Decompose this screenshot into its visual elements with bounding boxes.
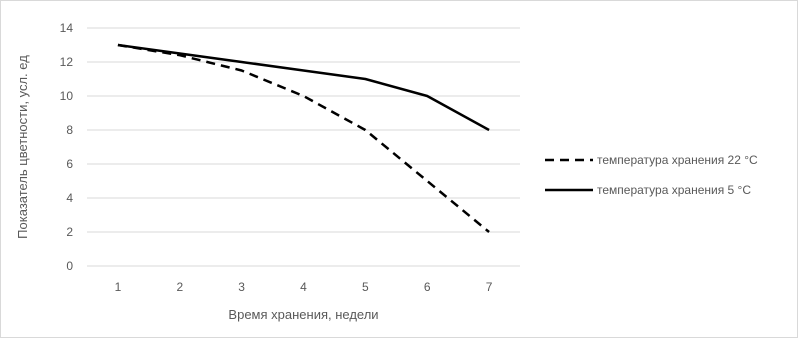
y-tick-label: 12: [60, 55, 74, 69]
y-tick-label: 2: [66, 225, 73, 239]
x-tick-label: 3: [238, 280, 245, 294]
series-line-2: [117, 43, 490, 132]
x-tick-label: 2: [176, 280, 183, 294]
y-tick-label: 6: [66, 157, 73, 171]
x-tick-label: 5: [362, 280, 369, 294]
x-axis-title: Время хранения, недели: [228, 307, 378, 322]
x-tick-label: 7: [486, 280, 493, 294]
y-tick-label: 14: [60, 21, 74, 35]
y-tick-label: 4: [66, 191, 73, 205]
series-lines: [117, 43, 490, 233]
legend: температура хранения 22 °C температура хр…: [545, 153, 758, 197]
legend-label-2: температура хранения 5 °C: [597, 183, 751, 197]
x-tick-label: 1: [115, 280, 122, 294]
series-line-1: [117, 43, 490, 233]
legend-label-1: температура хранения 22 °C: [597, 153, 758, 167]
y-tick-label: 8: [66, 123, 73, 137]
gridlines: [87, 27, 520, 267]
y-tick-label: 10: [60, 89, 74, 103]
y-tick-label: 0: [66, 259, 73, 273]
y-axis-title: Показатель цветности, усл. ед: [15, 55, 30, 239]
x-tick-label: 6: [424, 280, 431, 294]
x-tick-label: 4: [300, 280, 307, 294]
